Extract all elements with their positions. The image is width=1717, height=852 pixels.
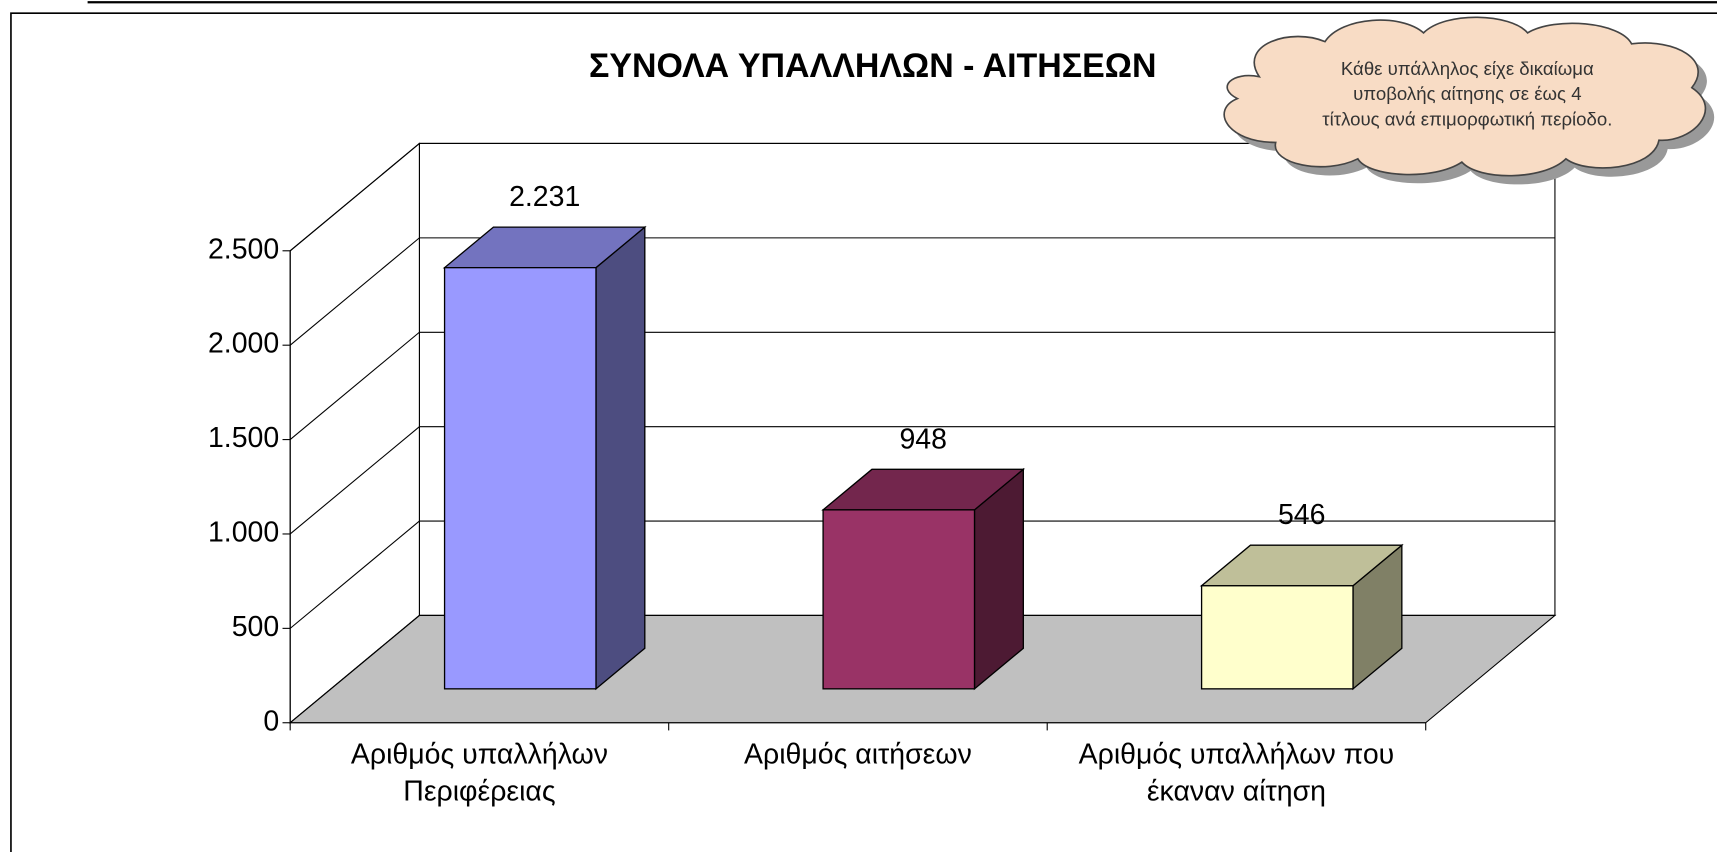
callout-text: υποβολής αίτησης σε έως 4 xyxy=(1353,83,1581,104)
y-tick-label: 2.500 xyxy=(208,233,279,265)
y-tick-label: 1.500 xyxy=(208,422,279,454)
grid-line xyxy=(289,426,420,535)
x-tick-label: Αριθμός υπαλλήλων που έκαναν αίτηση xyxy=(1078,736,1395,807)
bar xyxy=(1200,585,1354,690)
bar xyxy=(443,267,597,690)
value-label: 546 xyxy=(1278,499,1325,531)
chart-frame xyxy=(10,12,1717,852)
grid-line xyxy=(289,331,420,440)
callout-text: Κάθε υπάλληλος είχε δικαίωμα xyxy=(1341,58,1594,79)
bar-side xyxy=(595,225,646,691)
y-tick-label: 500 xyxy=(232,611,280,643)
y-tick-label: 0 xyxy=(263,705,279,737)
grid-line xyxy=(289,237,420,346)
chart-title: ΣΥΝΟΛΑ ΥΠΑΛΛΗΛΩΝ - ΑΙΤΗΣΕΩΝ xyxy=(589,47,1157,85)
grid-line xyxy=(289,615,420,724)
y-tick-label: 1.000 xyxy=(208,516,279,548)
x-tick-label: Αριθμός αιτήσεων xyxy=(744,736,972,770)
x-tick-label: Αριθμός υπαλλήλων Περιφέρειας xyxy=(350,736,608,807)
callout-body xyxy=(1223,16,1707,177)
x-tick-label-box: Αριθμός αιτήσεων xyxy=(744,736,972,770)
grid-line xyxy=(289,143,420,252)
x-tick-label-box: Αριθμός υπαλλήλων που έκαναν αίτηση xyxy=(1078,736,1395,807)
bar xyxy=(822,509,976,690)
grid-line xyxy=(289,520,420,629)
value-label: 948 xyxy=(899,423,947,455)
callout-text: τίτλους ανά επιμορφωτική περίοδο. xyxy=(1322,108,1612,129)
callout: Κάθε υπάλληλος είχε δικαίωμα υποβολής αί… xyxy=(1223,16,1715,185)
value-label: 2.231 xyxy=(509,181,580,213)
y-tick-label: 2.000 xyxy=(208,328,279,360)
x-tick-label-box: Αριθμός υπαλλήλων Περιφέρειας xyxy=(350,736,608,807)
